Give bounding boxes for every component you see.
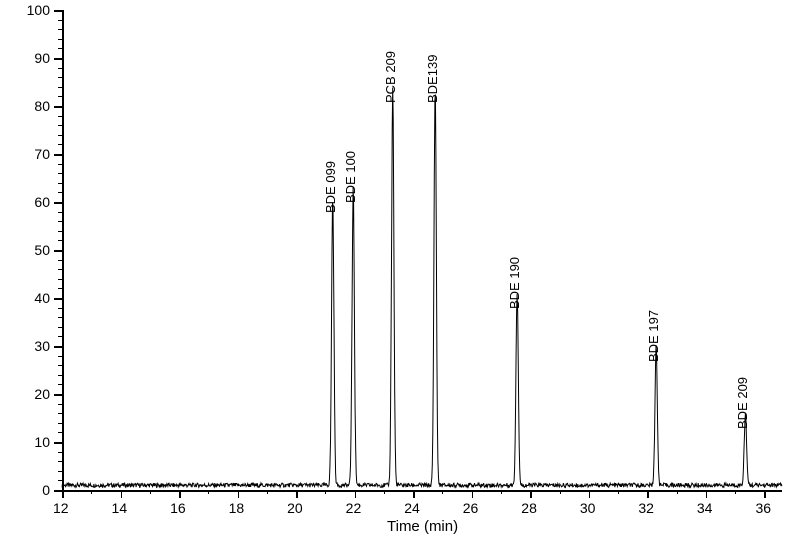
- x-tick-label: 36: [755, 500, 771, 516]
- x-tick-label: 14: [112, 500, 128, 516]
- x-tick-label: 24: [404, 500, 420, 516]
- peak-label: PCB 209: [383, 51, 398, 103]
- x-tick-label: 32: [638, 500, 654, 516]
- peak-label: BDE 197: [646, 310, 661, 362]
- x-tick-label: 20: [287, 500, 303, 516]
- peak-label: BDE 099: [323, 161, 338, 213]
- chromatogram-chart: Time (min) 12141618202224262830323436010…: [0, 0, 800, 534]
- peak-label: BDE 100: [343, 151, 358, 203]
- x-tick-label: 34: [697, 500, 713, 516]
- x-tick-label: 16: [170, 500, 186, 516]
- x-tick-label: 26: [463, 500, 479, 516]
- peak-label: BDE 209: [735, 377, 750, 429]
- peak-label: BDE139: [425, 54, 440, 102]
- peak-label: BDE 190: [507, 257, 522, 309]
- x-tick-label: 18: [229, 500, 245, 516]
- x-axis-title: Time (min): [387, 518, 458, 534]
- x-tick-label: 22: [346, 500, 362, 516]
- x-tick-label: 12: [53, 500, 69, 516]
- x-tick-label: 28: [521, 500, 537, 516]
- x-tick-label: 30: [580, 500, 596, 516]
